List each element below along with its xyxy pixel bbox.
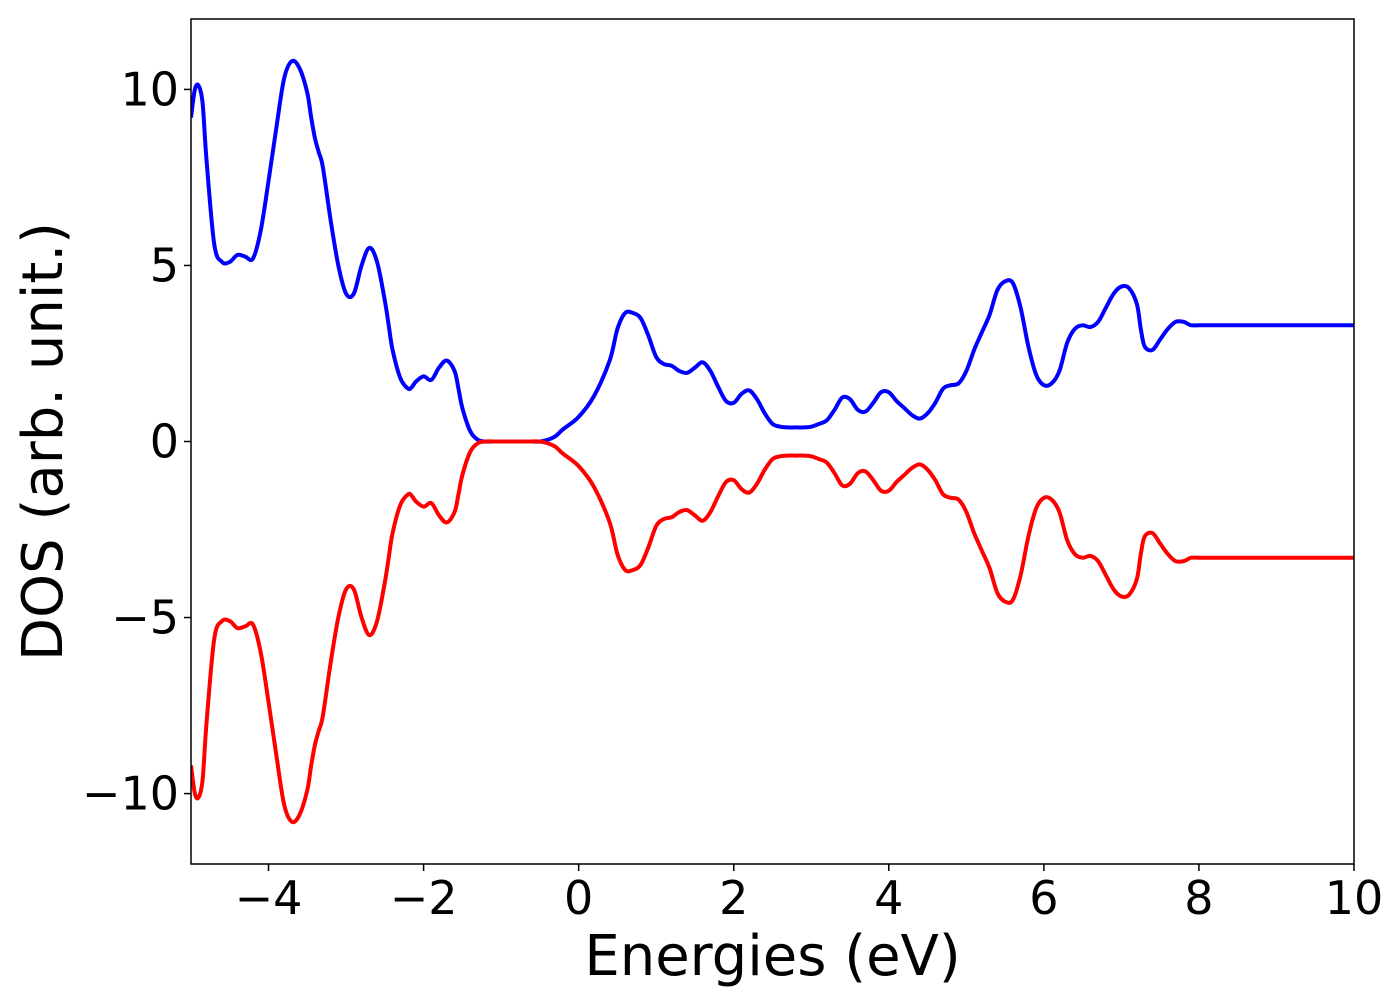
y-tick-label: 0 bbox=[150, 415, 179, 469]
x-tick-label: −2 bbox=[390, 871, 458, 925]
tick-layer: −4 −2 0 2 4 6 8 10 −10 −5 0 5 10 bbox=[82, 62, 1383, 925]
x-tick-label: 2 bbox=[719, 871, 748, 925]
y-tick-label: −5 bbox=[111, 591, 179, 645]
dos-spin-down-line bbox=[191, 439, 1354, 825]
series-layer bbox=[191, 58, 1354, 825]
x-tick-label: 8 bbox=[1184, 871, 1213, 925]
y-tick-label: 5 bbox=[150, 238, 179, 292]
x-tick-label: 6 bbox=[1029, 871, 1058, 925]
y-axis-title: DOS (arb. unit.) bbox=[11, 222, 76, 661]
x-axis-title: Energies (eV) bbox=[584, 924, 960, 989]
plot-frame bbox=[190, 18, 1355, 865]
y-tick-label: −10 bbox=[82, 767, 179, 821]
y-tick-label: 10 bbox=[120, 62, 179, 116]
x-tick-label: 10 bbox=[1325, 871, 1384, 925]
x-tick-label: −4 bbox=[235, 871, 303, 925]
x-tick-label: 4 bbox=[874, 871, 903, 925]
dos-spin-up-line bbox=[191, 58, 1354, 444]
x-tick-label: 0 bbox=[564, 871, 593, 925]
